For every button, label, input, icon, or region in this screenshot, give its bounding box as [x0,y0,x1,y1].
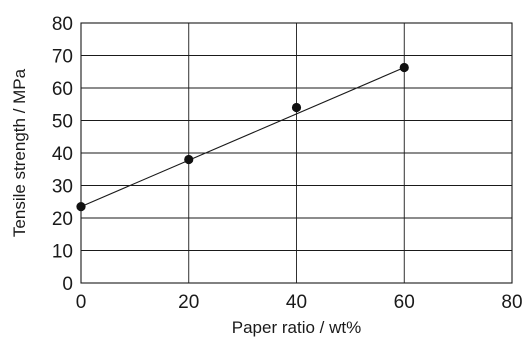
x-tick-label: 80 [501,292,522,313]
data-point [184,154,194,165]
x-tick-label: 0 [76,292,87,313]
x-tick-label: 40 [286,292,307,313]
data-points [76,62,409,212]
y-tick-labels: 0 10 20 30 40 50 60 70 80 [52,14,73,295]
y-tick-label: 0 [62,274,73,295]
y-tick-label: 30 [52,177,73,198]
y-tick-label: 80 [52,14,73,35]
trend-line [80,67,405,208]
y-tick-label: 60 [52,79,73,100]
y-tick-label: 40 [52,144,73,165]
x-axis-label: Paper ratio / wt% [232,318,361,337]
y-tick-label: 50 [52,112,73,133]
grid-lines [81,23,512,283]
trend-line-group [80,67,405,208]
y-tick-label: 20 [52,209,73,230]
x-tick-labels: 0 20 40 60 80 [76,292,523,313]
y-tick-label: 70 [52,47,73,68]
data-point [76,202,86,212]
y-axis-label: Tensile strength / MPa [10,68,29,237]
data-point [399,62,409,73]
y-tick-label: 10 [52,242,73,263]
data-point [291,102,302,113]
x-tick-label: 60 [394,292,415,313]
x-tick-label: 20 [178,292,199,313]
plot-frame [80,22,513,284]
